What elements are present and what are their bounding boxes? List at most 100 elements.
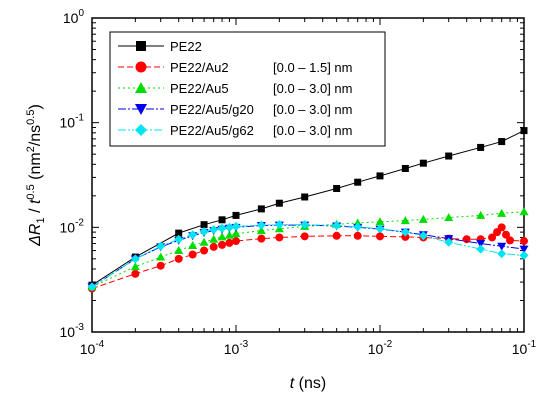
y-tick-exp: -3 [75, 322, 84, 333]
series-line [91, 224, 525, 288]
data-point [353, 222, 363, 232]
y-tick-exp: 0 [78, 8, 84, 19]
y-axis-title: ΔR1 / t0.5 (nm2/ns0.5) [25, 104, 47, 247]
y-axis-t: t [27, 199, 44, 204]
legend-marker [135, 104, 147, 115]
data-point [224, 222, 234, 232]
data-point [333, 184, 341, 192]
x-tick-label: 10-1 [512, 339, 537, 357]
data-point [445, 152, 453, 160]
legend-label: PE22/Au5/g62 [170, 123, 254, 138]
x-tick-base: 10 [512, 341, 528, 357]
data-point [506, 236, 515, 245]
data-point [156, 252, 166, 261]
data-point [188, 250, 197, 259]
data-point [225, 238, 234, 247]
y-tick-base: 10 [63, 10, 79, 26]
x-axis-title: t (ns) [290, 375, 326, 392]
y-tick-label: 100 [63, 8, 85, 26]
legend-range: [0.0 – 3.0] nm [273, 123, 353, 138]
data-point [257, 234, 266, 243]
data-point [209, 234, 219, 243]
data-point [188, 241, 198, 250]
data-point [332, 231, 341, 240]
data-point [497, 208, 507, 217]
data-point [376, 172, 384, 180]
data-point [376, 232, 384, 241]
data-point [519, 207, 529, 216]
data-point [156, 241, 166, 251]
data-point [488, 233, 497, 242]
data-point [199, 227, 209, 237]
series-line [91, 224, 525, 288]
data-point [87, 282, 97, 292]
data-point [401, 164, 409, 172]
data-point [274, 220, 284, 230]
data-point [217, 232, 227, 241]
data-point [400, 227, 410, 237]
data-point [476, 244, 486, 254]
y-axis-nm-sup: 2 [25, 146, 37, 152]
x-tick-label: 10-2 [368, 339, 393, 357]
data-point [400, 216, 410, 225]
legend-items: PE22 PE22/Au2 [0.0 – 1.5] nm PE22/Au5 [0.0 –… [118, 39, 353, 138]
data-point [300, 232, 309, 241]
data-point [257, 205, 265, 213]
data-point [131, 269, 140, 278]
data-point [419, 159, 427, 167]
y-tick-base: 10 [60, 324, 76, 340]
data-point [476, 240, 486, 249]
data-point [200, 221, 208, 229]
data-point [444, 237, 454, 247]
data-point [401, 232, 410, 241]
y-axis-t-sup: 0.5 [25, 184, 37, 199]
data-point [353, 231, 362, 240]
x-tick-label: 10-3 [224, 339, 249, 357]
y-tick-label: 10-1 [60, 113, 85, 131]
legend-marker [135, 61, 147, 73]
data-point [209, 225, 219, 235]
data-point [130, 262, 140, 271]
y-tick-exp: -2 [75, 217, 84, 228]
data-point [175, 229, 183, 237]
data-point [477, 143, 485, 151]
legend-label: PE22/Au5 [170, 81, 229, 96]
data-point [497, 242, 507, 251]
data-point [418, 214, 428, 223]
series-4 [87, 220, 529, 292]
series-1 [88, 223, 528, 293]
data-point [174, 246, 184, 255]
y-axis-ns-sup: 0.5 [25, 110, 37, 125]
data-point [217, 223, 227, 233]
data-point [130, 254, 140, 264]
data-point [520, 237, 528, 246]
x-tick-exp: -2 [383, 339, 392, 350]
data-point [174, 234, 184, 244]
y-axis-r-sub: 1 [35, 217, 47, 223]
data-point [218, 240, 227, 249]
x-axis-var: t [290, 375, 295, 392]
y-axis-close: ) [27, 104, 44, 109]
legend-marker [135, 82, 147, 93]
data-point [232, 237, 240, 246]
series-2 [87, 207, 529, 291]
x-tick-exp: -1 [527, 339, 536, 350]
y-axis-slash: / [27, 204, 44, 217]
data-point [519, 245, 529, 254]
y-tick-label: 10-3 [60, 322, 85, 340]
x-tick-base: 10 [368, 341, 384, 357]
data-point [256, 220, 266, 230]
data-point [444, 213, 454, 222]
x-tick-exp: -3 [239, 339, 248, 350]
plot-frame [91, 17, 525, 333]
data-point [231, 229, 241, 238]
series-line [91, 130, 525, 286]
y-tick-base: 10 [60, 115, 76, 131]
y-tick-exp: -1 [75, 113, 84, 124]
y-axis-delta: Δ [27, 235, 44, 247]
legend-marker [136, 41, 146, 51]
data-point [231, 221, 241, 231]
legend-range: [0.0 – 3.0] nm [273, 81, 353, 96]
legend-range: [0.0 – 1.5] nm [273, 60, 353, 75]
